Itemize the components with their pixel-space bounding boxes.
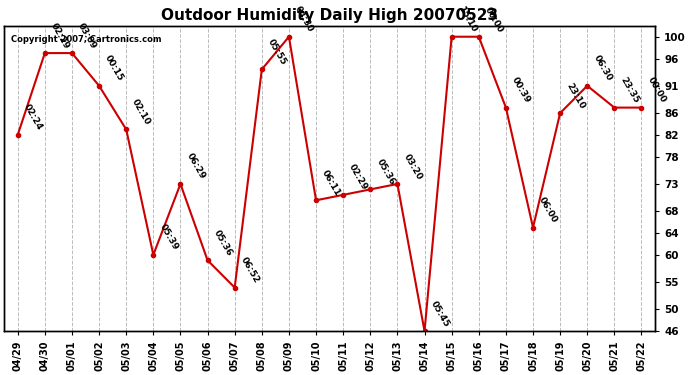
Text: 15:10: 15:10 [456,5,478,34]
Text: 05:36: 05:36 [375,158,397,187]
Text: 02:29: 02:29 [49,21,71,50]
Text: 03:20: 03:20 [402,152,424,181]
Text: 06:00: 06:00 [538,196,559,225]
Text: 05:39: 05:39 [157,223,179,252]
Text: 06:30: 06:30 [591,54,613,83]
Text: 00:00: 00:00 [483,5,505,34]
Text: 05:36: 05:36 [212,228,234,258]
Text: 23:35: 23:35 [618,75,640,105]
Text: 00:39: 00:39 [510,76,532,105]
Text: 23:10: 23:10 [564,81,586,110]
Text: 00:00: 00:00 [646,76,667,105]
Text: 03:09: 03:09 [76,21,98,50]
Text: 02:24: 02:24 [22,103,44,132]
Text: 02:29: 02:29 [347,163,369,192]
Text: 05:55: 05:55 [266,38,288,67]
Text: 05:45: 05:45 [428,299,451,328]
Text: 00:15: 00:15 [104,54,126,83]
Text: 06:11: 06:11 [320,168,342,198]
Text: 04:30: 04:30 [293,5,315,34]
Text: 06:29: 06:29 [185,152,207,181]
Text: 06:52: 06:52 [239,256,261,285]
Title: Outdoor Humidity Daily High 20070523: Outdoor Humidity Daily High 20070523 [161,8,498,23]
Text: Copyright 2007, Cartronics.com: Copyright 2007, Cartronics.com [10,35,161,44]
Text: 02:10: 02:10 [130,98,152,127]
